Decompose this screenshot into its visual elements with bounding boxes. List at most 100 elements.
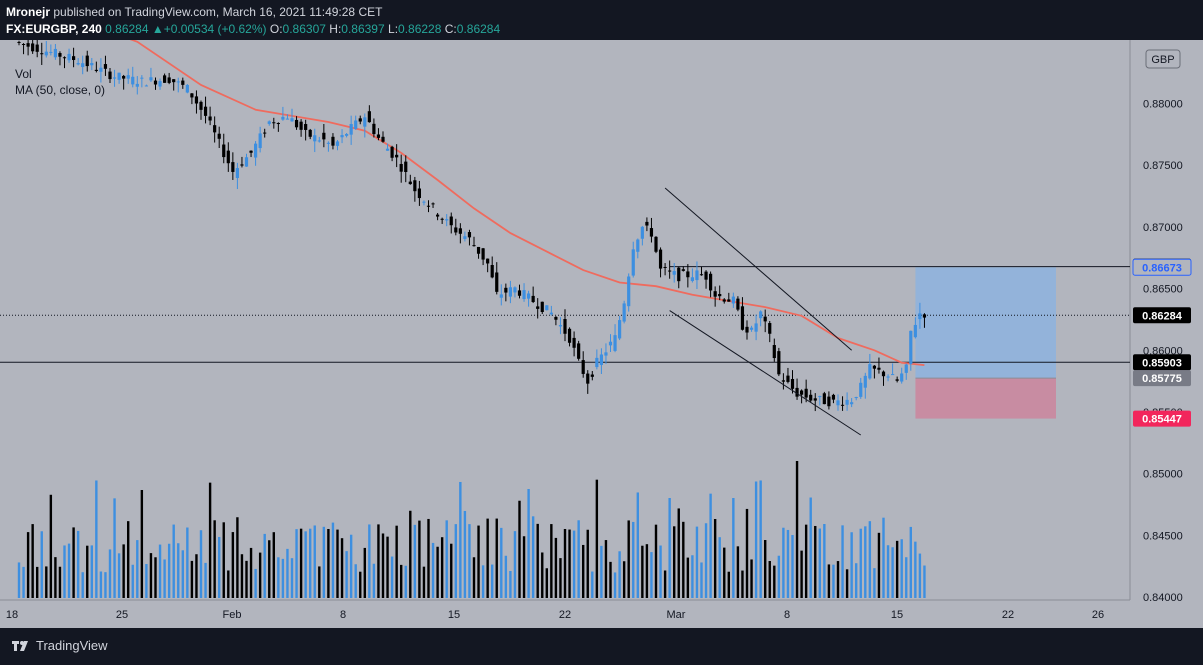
h-label: H: (329, 22, 342, 36)
time-axis[interactable] (0, 600, 1130, 628)
candle-body (658, 249, 663, 269)
candle-body (199, 101, 203, 110)
volume-bar (395, 525, 398, 598)
candle-body (21, 43, 26, 45)
volume-series (17, 461, 926, 598)
candle-body (254, 143, 258, 158)
price-tag-box (1133, 307, 1191, 324)
candle-body (891, 374, 895, 376)
candle-body (631, 249, 635, 276)
price-axis[interactable] (1130, 40, 1203, 628)
volume-bar (131, 564, 134, 598)
candle-body (577, 343, 581, 359)
candle-body (495, 272, 499, 292)
volume-bar (782, 527, 785, 598)
volume-bar (418, 520, 421, 598)
volume-bar (909, 526, 912, 598)
tradingview-brand: TradingView (36, 638, 108, 653)
volume-bar (177, 543, 180, 598)
candle-body (868, 364, 872, 379)
moving-average (129, 40, 925, 366)
candle-body (231, 162, 235, 172)
candle-body (203, 106, 208, 116)
volume-bar (654, 524, 658, 598)
volume-bar (327, 528, 330, 598)
volume-bar (281, 558, 285, 598)
legend: Vol MA (50, close, 0) (15, 66, 105, 98)
candle-body (35, 44, 39, 52)
volume-bar (195, 554, 198, 598)
volume-bar (531, 516, 535, 598)
candle-body (581, 360, 585, 374)
candle-body (422, 201, 426, 203)
author[interactable]: Mronejr (6, 5, 51, 19)
candle-body (522, 290, 526, 300)
candle-body (99, 67, 103, 72)
volume-bar (154, 557, 157, 598)
candle-body (663, 266, 667, 268)
price-tag-label: 0.85447 (1142, 414, 1182, 426)
candle-body (399, 163, 403, 172)
volume-bar (886, 545, 890, 598)
volume-bar (422, 566, 426, 598)
legend-vol[interactable]: Vol (15, 67, 32, 81)
volume-bar (682, 521, 685, 598)
candle-body (795, 387, 799, 397)
volume-bar (45, 566, 48, 598)
volume-bar (891, 547, 894, 598)
volume-bar (732, 498, 735, 598)
candle-body (686, 271, 690, 278)
candle-body (436, 214, 440, 217)
volume-bar (536, 523, 539, 598)
volume-bar (900, 539, 903, 598)
tradingview-logo[interactable]: TradingView (10, 638, 108, 653)
candle-body (431, 203, 435, 205)
volume-bar (754, 481, 758, 598)
volume-bar (386, 536, 389, 598)
volume-bar (222, 522, 225, 598)
candle-body (240, 164, 244, 166)
candle-body (335, 141, 340, 146)
candle-body (476, 246, 481, 254)
volume-bar (22, 566, 25, 598)
currency-badge[interactable]: GBP (1145, 49, 1181, 69)
candle-body (486, 258, 490, 264)
candle-body (695, 270, 699, 281)
volume-bar (845, 569, 849, 598)
candle-body (49, 51, 53, 53)
candle-body (613, 335, 617, 351)
o-label: O: (269, 22, 283, 36)
volume-bar (117, 553, 121, 598)
price-tag: 0.85447 (1133, 410, 1191, 427)
candle-body (872, 365, 876, 369)
legend-ma[interactable]: MA (50, close, 0) (15, 83, 106, 97)
volume-bar (231, 532, 235, 598)
candle-body (472, 245, 476, 247)
volume-bar (409, 510, 412, 598)
candle-body (640, 226, 644, 239)
chart[interactable]: 0.880000.875000.870000.865000.860000.855… (0, 40, 1203, 628)
candle-body (217, 133, 221, 139)
candle-body (226, 150, 230, 164)
candle-body (44, 51, 48, 56)
price-tag: 0.85903 (1133, 354, 1191, 371)
candle-body (818, 396, 822, 398)
candle-body (26, 43, 30, 47)
candle-body (463, 236, 467, 239)
volume-bar (218, 536, 221, 598)
candle-body (408, 181, 412, 185)
candle-body (649, 228, 654, 237)
volume-bar (363, 547, 366, 598)
volume-bar (859, 528, 862, 598)
volume-bar (914, 541, 917, 598)
symbol[interactable]: FX:EURGBP, 240 (6, 22, 102, 36)
candle-body (135, 83, 139, 87)
volume-bar (368, 524, 371, 598)
volume-bar (609, 561, 612, 598)
candle-body (531, 295, 535, 302)
symbol-line: FX:EURGBP, 240 0.86284 ▲+0.00534 (+0.62%… (6, 22, 500, 36)
volume-bar (613, 572, 617, 598)
volume-bar (504, 555, 508, 598)
change: +0.00534 (+0.62%) (163, 22, 267, 36)
candle-body (349, 124, 353, 135)
